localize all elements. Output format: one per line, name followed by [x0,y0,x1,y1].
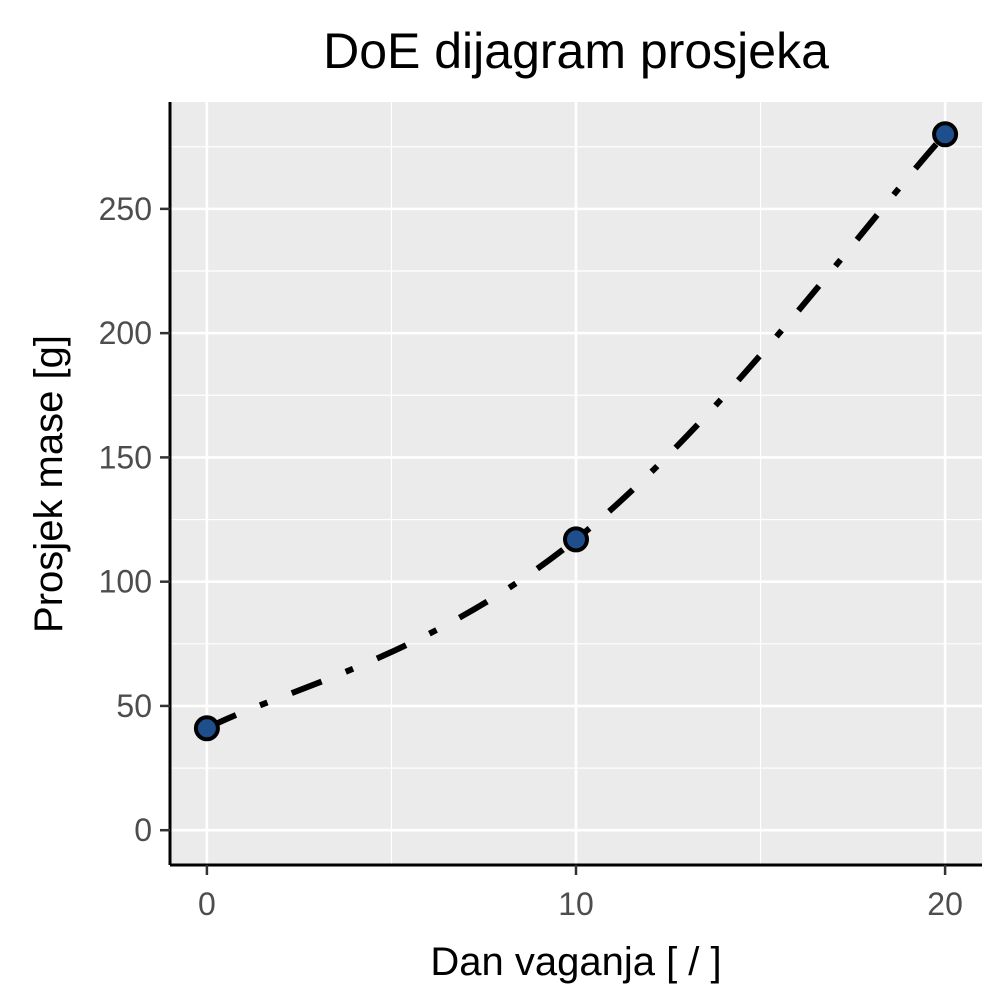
data-point [932,121,959,148]
data-point [563,526,589,553]
x-tick-label: 0 [198,886,216,922]
x-tick-label: 10 [558,886,594,922]
y-tick-label: 250 [99,191,152,227]
x-tick-label: 20 [927,886,963,922]
x-axis-title: Dan vaganja [ / ] [430,940,721,984]
series-layer [193,121,959,742]
y-tick-label: 200 [99,315,152,351]
y-tick-label: 150 [99,439,152,475]
y-axis-title: Prosjek mase [g] [27,335,71,633]
major-grid [170,102,982,865]
tick-labels: 0 50 100 150 200 250 0 10 20 [99,191,963,922]
y-tick-label: 50 [116,688,152,724]
data-point [193,715,220,742]
y-tick-label: 100 [99,564,152,600]
chart-title: DoE dijagram prosjeka [323,23,829,79]
y-tick-label: 0 [134,812,152,848]
